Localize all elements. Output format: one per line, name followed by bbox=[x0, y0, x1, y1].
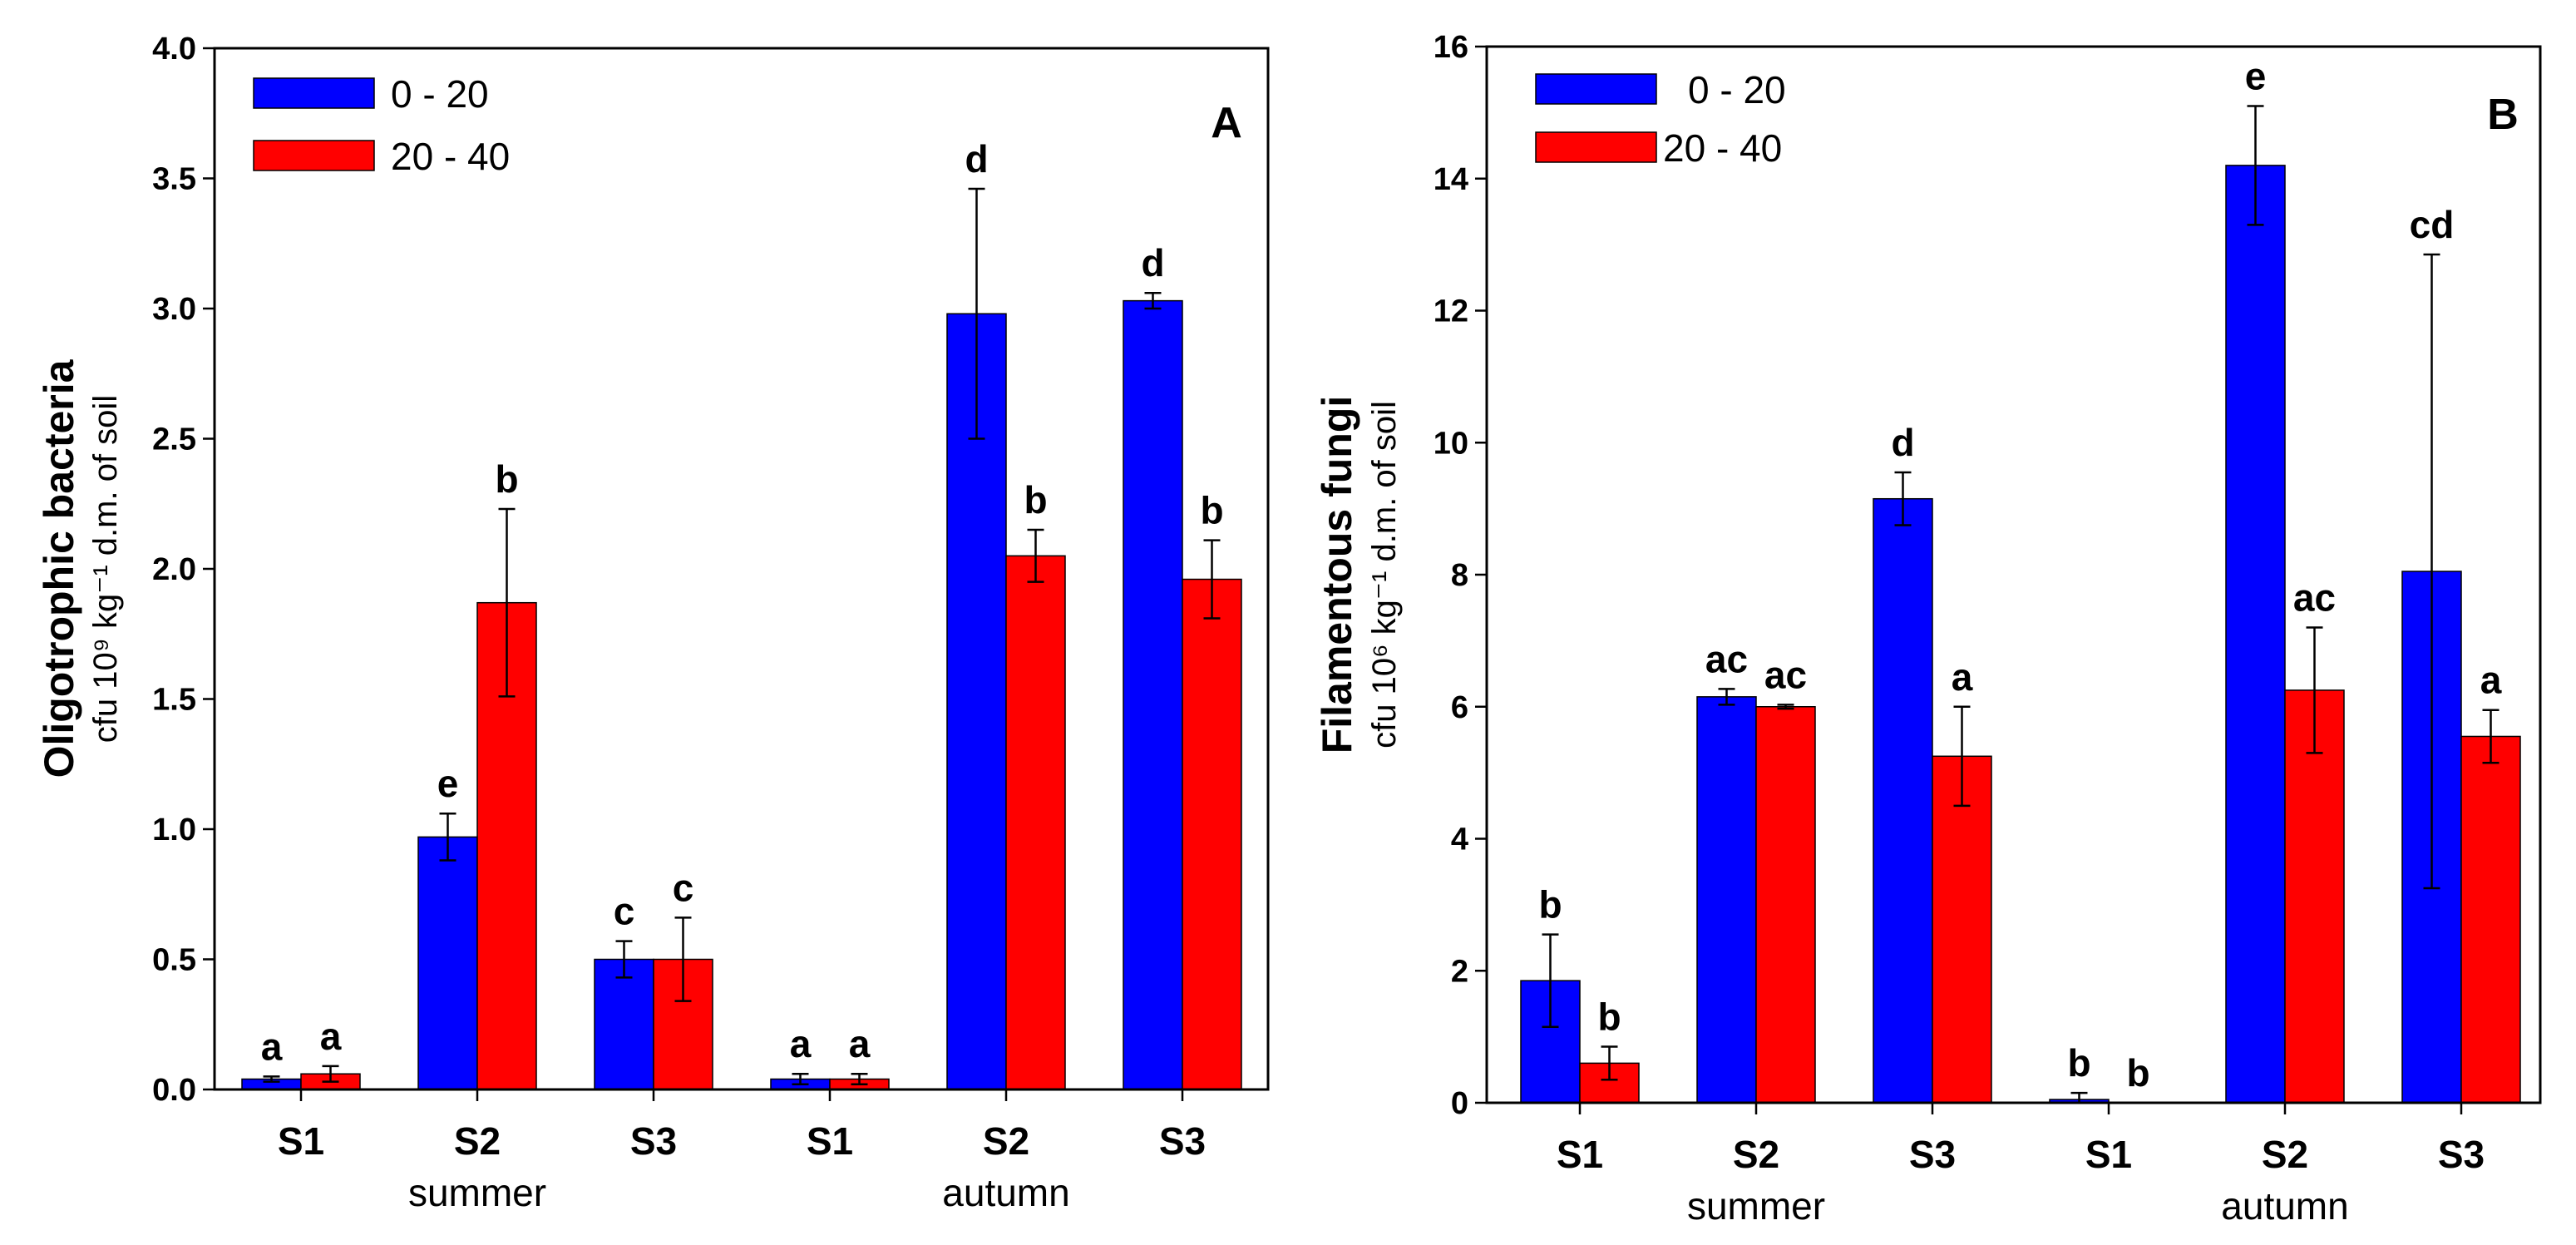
significance-letter: b bbox=[2067, 1041, 2090, 1084]
season-label: autumn bbox=[942, 1171, 1069, 1214]
y-tick-label: 0.0 bbox=[152, 1073, 196, 1108]
significance-letter: d bbox=[1141, 241, 1164, 284]
significance-letter: ac bbox=[1705, 637, 1748, 680]
x-tick-label: S1 bbox=[807, 1119, 853, 1163]
significance-letter: b bbox=[1024, 478, 1047, 521]
y-tick-label: 2.0 bbox=[152, 552, 196, 587]
x-tick-label: S2 bbox=[454, 1119, 501, 1163]
x-tick-label: S3 bbox=[2438, 1133, 2485, 1176]
x-tick-label: S1 bbox=[2085, 1133, 2132, 1176]
significance-letter: d bbox=[965, 137, 988, 180]
legend-label: 20 - 40 bbox=[1663, 126, 1782, 170]
y-tick-label: 10 bbox=[1434, 426, 1468, 461]
y-tick-label: 4 bbox=[1451, 823, 1468, 857]
legend-swatch bbox=[253, 140, 375, 171]
significance-letter: b bbox=[2126, 1051, 2149, 1094]
significance-letter: ac bbox=[2293, 576, 2336, 620]
season-label: summer bbox=[1687, 1184, 1825, 1228]
significance-letter: a bbox=[1952, 655, 1973, 699]
y-tick-label: 12 bbox=[1434, 294, 1468, 329]
significance-letter: b bbox=[495, 457, 518, 501]
y-axis-title: Filamentous fungi bbox=[1314, 396, 1360, 754]
legend-swatch bbox=[1535, 73, 1657, 105]
y-axis-subtitle: cfu 10⁹ kg⁻¹ d.m. of soil bbox=[87, 395, 124, 743]
y-tick-label: 2.5 bbox=[152, 422, 196, 457]
x-tick-label: S1 bbox=[1557, 1133, 1603, 1176]
significance-letter: e bbox=[2245, 54, 2267, 97]
x-tick-label: S2 bbox=[1733, 1133, 1779, 1176]
significance-letter: b bbox=[1597, 996, 1621, 1039]
legend-swatch bbox=[253, 77, 375, 109]
y-tick-label: 3.0 bbox=[152, 292, 196, 327]
bar bbox=[2460, 735, 2521, 1104]
y-tick-label: 1.5 bbox=[152, 683, 196, 718]
significance-letter: b bbox=[1538, 883, 1562, 926]
season-label: summer bbox=[408, 1171, 546, 1214]
bar bbox=[1932, 755, 1992, 1104]
bar bbox=[2284, 689, 2345, 1104]
legend-swatch bbox=[1535, 131, 1657, 163]
x-tick-label: S3 bbox=[1909, 1133, 1956, 1176]
x-tick-label: S1 bbox=[278, 1119, 324, 1163]
chart-panel-b: b ac d b e cd b ac a b ac a 0 2 4 6 8 10 12 14 16 S1 S2 S3 S1 S2 S… bbox=[1314, 30, 2542, 1228]
x-tick-label: S3 bbox=[1159, 1119, 1206, 1163]
panel-label: A bbox=[1211, 99, 1242, 147]
bar bbox=[1005, 555, 1066, 1090]
y-tick-label: 3.5 bbox=[152, 162, 196, 197]
season-label: autumn bbox=[2221, 1184, 2348, 1228]
significance-letter: c bbox=[673, 866, 694, 909]
x-tick-label: S2 bbox=[2262, 1133, 2308, 1176]
y-tick-label: 0 bbox=[1451, 1086, 1468, 1121]
bar bbox=[2225, 165, 2286, 1104]
significance-letter: cd bbox=[2410, 203, 2455, 246]
significance-letter: ac bbox=[1764, 653, 1807, 696]
legend-label: 0 - 20 bbox=[1688, 68, 1786, 111]
y-axis-subtitle: cfu 10⁶ kg⁻¹ d.m. of soil bbox=[1366, 401, 1403, 748]
bar bbox=[1755, 706, 1816, 1104]
y-tick-label: 6 bbox=[1451, 690, 1468, 725]
plot-frame bbox=[213, 47, 1270, 1091]
significance-letter: a bbox=[790, 1022, 812, 1065]
legend-label: 0 - 20 bbox=[391, 72, 489, 116]
bar bbox=[1873, 497, 1933, 1104]
y-tick-label: 16 bbox=[1434, 30, 1468, 65]
panel-label: B bbox=[2487, 91, 2519, 139]
significance-letter: a bbox=[849, 1022, 871, 1065]
bar bbox=[417, 836, 478, 1090]
y-tick-label: 8 bbox=[1451, 558, 1468, 593]
x-tick-label: S3 bbox=[630, 1119, 677, 1163]
significance-letter: b bbox=[1200, 489, 1223, 532]
significance-letter: a bbox=[320, 1015, 342, 1058]
y-tick-label: 1.0 bbox=[152, 813, 196, 847]
bar bbox=[1123, 299, 1183, 1090]
bar bbox=[1696, 696, 1757, 1104]
chart-panel-a: a e c a d d a b c a b b 0.0 0.5 1.0 1.5 2.0 2.5 3.0 3.5 4.0 S… bbox=[36, 32, 1270, 1214]
legend-label: 20 - 40 bbox=[391, 135, 510, 178]
significance-letter: a bbox=[2480, 659, 2502, 702]
x-tick-label: S2 bbox=[983, 1119, 1029, 1163]
y-axis-title: Oligotrophic bacteria bbox=[36, 358, 82, 778]
significance-letter: a bbox=[261, 1025, 283, 1068]
y-tick-label: 4.0 bbox=[152, 32, 196, 67]
bar bbox=[1182, 578, 1242, 1090]
significance-letter: d bbox=[1891, 421, 1914, 464]
significance-letter: c bbox=[614, 890, 635, 933]
y-tick-label: 2 bbox=[1451, 954, 1468, 989]
y-tick-label: 0.5 bbox=[152, 943, 196, 978]
plot-frame bbox=[1485, 45, 2542, 1104]
significance-letter: e bbox=[437, 762, 459, 805]
bar bbox=[594, 958, 654, 1090]
y-tick-label: 14 bbox=[1434, 162, 1468, 197]
